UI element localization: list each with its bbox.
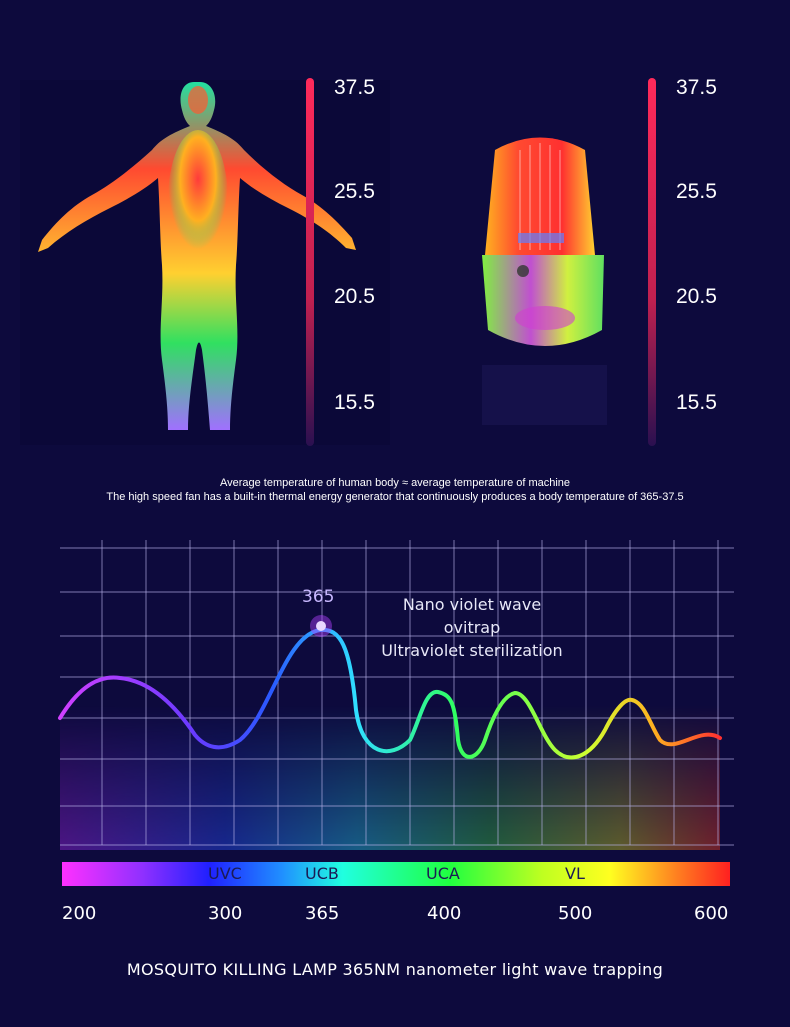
spectrum-glow bbox=[60, 705, 720, 850]
lamp-thermal-image bbox=[482, 137, 607, 425]
human-scale-label: 20.5 bbox=[334, 285, 375, 308]
machine-scale-bar bbox=[648, 78, 656, 446]
axis-tick-label: 500 bbox=[558, 903, 593, 924]
wave-chart bbox=[58, 540, 734, 850]
human-scale-bar bbox=[306, 78, 314, 446]
band-label-uca: UCA bbox=[426, 864, 460, 883]
band-label-ucb: UCB bbox=[305, 864, 339, 883]
grid bbox=[60, 540, 734, 846]
human-thermal-image bbox=[20, 80, 390, 445]
axis-tick-label: 300 bbox=[208, 903, 243, 924]
peak-label: 365 bbox=[302, 587, 335, 607]
caption-line-1: Average temperature of human body ≈ aver… bbox=[219, 477, 571, 489]
axis-tick-label: 600 bbox=[694, 903, 729, 924]
axis-tick-label: 200 bbox=[62, 903, 97, 924]
band-label-vl: VL bbox=[565, 864, 585, 883]
machine-scale-label: 20.5 bbox=[676, 285, 717, 308]
peak-dot bbox=[316, 621, 326, 631]
human-scale-label: 37.5 bbox=[334, 76, 375, 99]
caption-line-2: The high speed fan has a built-in therma… bbox=[106, 491, 684, 503]
wave-note-line-1: Nano violet wave bbox=[402, 595, 542, 614]
light-wave-curve bbox=[58, 627, 722, 760]
axis-tick-label: 365 bbox=[305, 903, 340, 924]
spectrum-bar bbox=[62, 862, 730, 886]
wave-note-line-2: ovitrap bbox=[443, 618, 501, 637]
footer-title: MOSQUITO KILLING LAMP 365NM nanometer li… bbox=[126, 960, 664, 979]
machine-scale-label: 25.5 bbox=[676, 180, 717, 203]
wave-note-line-3: Ultraviolet sterilization bbox=[381, 641, 563, 660]
machine-scale-label: 15.5 bbox=[676, 391, 717, 414]
axis-tick-label: 400 bbox=[427, 903, 462, 924]
machine-scale-label: 37.5 bbox=[676, 76, 717, 99]
human-scale-label: 15.5 bbox=[334, 391, 375, 414]
band-label-uvc: UVC bbox=[208, 864, 242, 883]
thermal-section bbox=[20, 78, 656, 446]
human-scale-label: 25.5 bbox=[334, 180, 375, 203]
